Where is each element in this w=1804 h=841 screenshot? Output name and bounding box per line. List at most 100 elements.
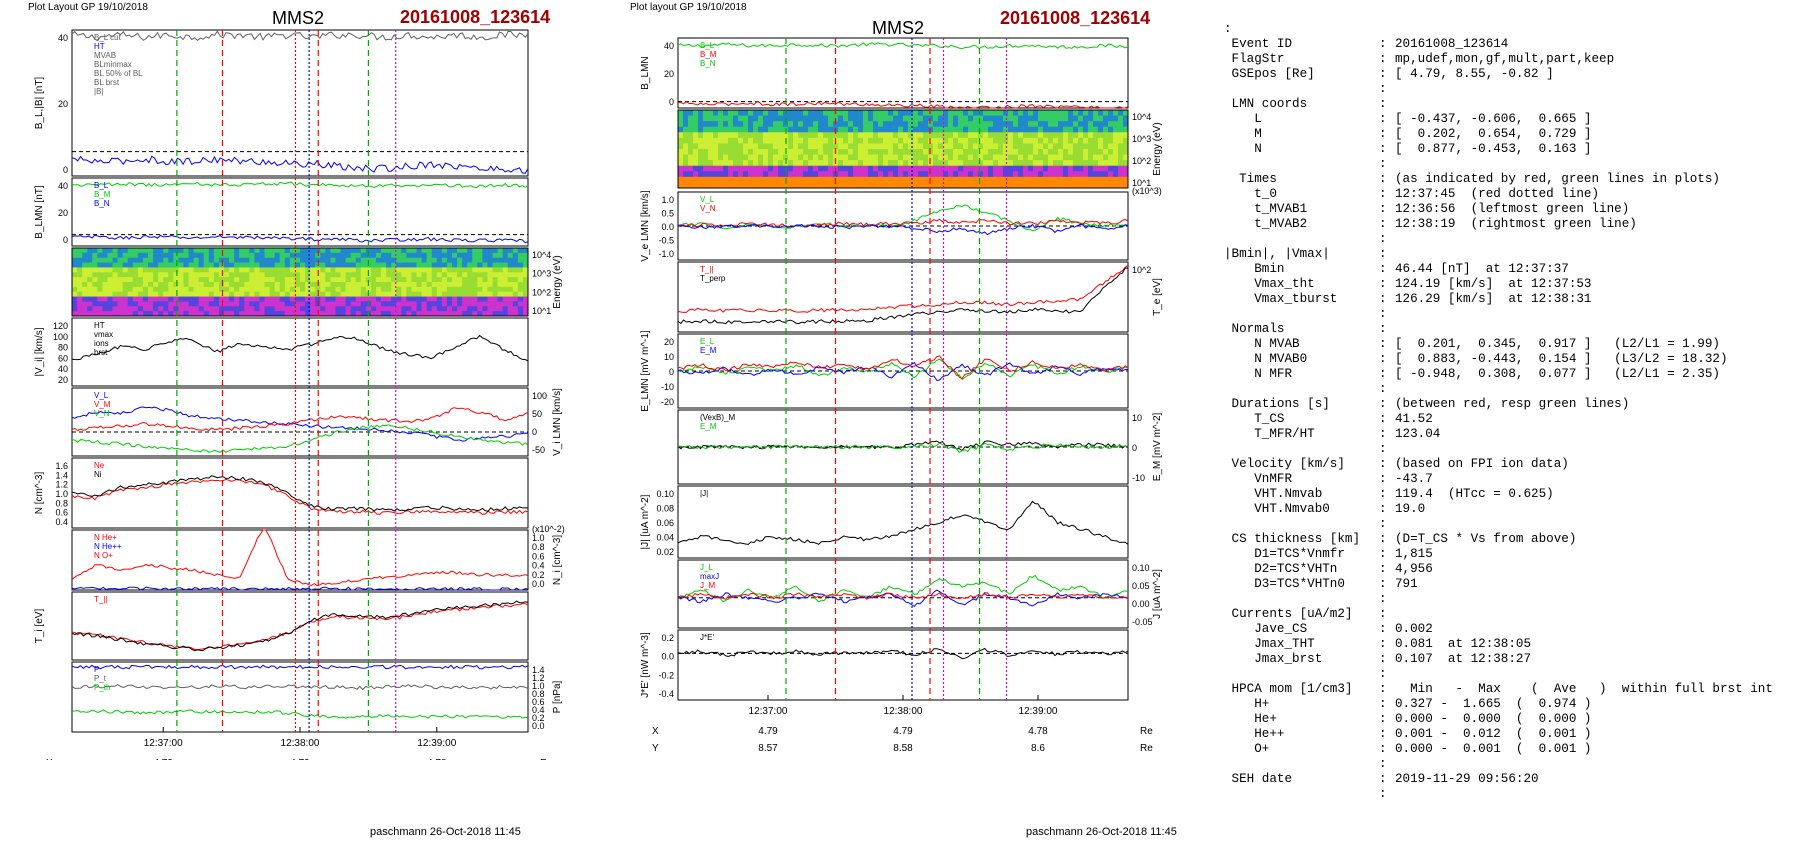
left-spec-cell: [305, 262, 311, 268]
info-colon: :: [1379, 667, 1387, 681]
mid-spec-cell: [983, 176, 989, 183]
left-spec-cell: [355, 252, 362, 259]
mid-spec-cell: [888, 176, 894, 183]
left-ytick-label: 0.0: [532, 721, 545, 731]
left-spec-cell: [497, 311, 504, 317]
mid-spec-cell: [853, 132, 859, 139]
mid-spec-cell: [748, 165, 754, 172]
left-ylabel: |V_i| [km/s]: [34, 327, 45, 376]
left-spec-cell: [386, 257, 392, 263]
left-spec-cell: [284, 257, 291, 263]
left-spec-cell: [203, 252, 210, 259]
left-spec-cell: [203, 282, 210, 288]
left-spec-cell: [462, 301, 468, 307]
left-spec-cell: [522, 262, 529, 268]
mid-spec-cell: [1078, 165, 1084, 172]
left-spec-cell: [127, 296, 134, 302]
mid-spec-cell: [1118, 165, 1124, 172]
left-spec-cell: [82, 252, 88, 259]
left-spec-cell: [300, 257, 306, 263]
mid-spec-cell: [1008, 165, 1014, 172]
mid-spec-cell: [988, 126, 994, 133]
info-value: 0.081 at 12:38:05: [1395, 637, 1532, 651]
mid-spec-cell: [1118, 154, 1124, 161]
left-spec-cell: [492, 262, 498, 268]
left-spec-cell: [421, 252, 428, 259]
mid-spec-cell: [1113, 176, 1119, 183]
mid-spec-cell: [798, 154, 804, 161]
left-spec-cell: [72, 277, 78, 283]
mid-spec-cell: [738, 121, 744, 128]
left-spec-cell: [360, 262, 367, 268]
mid-spec-cell: [818, 126, 824, 133]
mid-spec-cell: [998, 126, 1004, 133]
left-spec-cell: [178, 296, 184, 302]
mid-spec-cell: [903, 110, 909, 116]
left-spec-cell: [411, 296, 417, 302]
mid-spec-cell: [1053, 176, 1059, 183]
mid-spec-cell: [1008, 121, 1014, 128]
left-spec-cell: [153, 262, 159, 268]
mid-spec-cell: [788, 115, 794, 122]
left-panel-9: 1.41.21.00.80.60.40.20.0PP_tP_th P [nPa]: [71, 661, 563, 733]
left-spec-cell: [82, 306, 88, 312]
mid-spec-cell: [813, 121, 819, 128]
left-spec-cell: [183, 311, 189, 317]
info-colon: :: [1379, 487, 1387, 501]
mid-spec-cell: [758, 115, 764, 122]
left-spec-cell: [264, 248, 270, 254]
left-ytick-label: 10^3: [532, 269, 551, 279]
left-spec-cell: [82, 286, 88, 293]
mid-spec-cell: [1103, 182, 1109, 189]
left-spec-cell: [102, 311, 108, 317]
left-series-line: [71, 586, 529, 591]
left-ytick-label: 0.6: [55, 508, 68, 518]
mid-spec-cell: [893, 126, 899, 133]
left-spec-cell: [310, 272, 316, 278]
mid-spec-cell: [1113, 165, 1119, 172]
left-spec-cell: [208, 296, 215, 302]
mid-spec-cell: [683, 126, 689, 133]
left-spec-cell: [107, 282, 113, 288]
mid-spec-cell: [828, 149, 834, 155]
left-spec-cell: [198, 277, 205, 283]
mid-spec-cell: [1033, 110, 1039, 116]
left-spec-cell: [279, 282, 286, 288]
left-spec-cell: [142, 286, 149, 293]
mid-spec-cell: [978, 121, 984, 128]
info-key: He++: [1224, 727, 1285, 741]
left-spec-cell: [305, 311, 311, 317]
mid-spec-cell: [773, 137, 779, 144]
left-spec-cell: [477, 272, 483, 278]
mid-spec-cell: [1018, 165, 1024, 172]
mid-spec-cell: [1043, 176, 1049, 183]
mid-spec-cell: [723, 171, 729, 178]
left-spec-cell: [436, 311, 443, 317]
left-spec-cell: [411, 282, 417, 288]
mid-scale-note: (x10^3): [1132, 186, 1162, 196]
left-spec-cell: [497, 282, 504, 288]
mid-spec-cell: [1043, 154, 1049, 161]
mid-spec-cell: [868, 110, 874, 116]
left-spec-cell: [517, 306, 524, 312]
mid-spec-cell: [978, 137, 984, 144]
left-ylabel: P [nPa]: [552, 680, 563, 713]
left-spec-cell: [148, 282, 154, 288]
mid-spec-cell: [798, 165, 804, 172]
mid-spec-cell: [803, 110, 809, 116]
mid-spec-cell: [713, 110, 719, 116]
mid-spec-cell: [1108, 176, 1114, 183]
mid-spec-cell: [1068, 132, 1074, 139]
left-ytick-label: 40: [58, 33, 68, 43]
mid-spec-cell: [743, 121, 749, 128]
left-spec-cell: [376, 306, 382, 312]
info-colon: :: [1379, 682, 1387, 696]
left-spec-cell: [325, 311, 331, 317]
left-spec-cell: [97, 252, 103, 259]
mid-spec-cell: [883, 160, 889, 167]
info-colon: :: [1379, 442, 1387, 456]
info-colon: :: [1379, 127, 1387, 141]
mid-spec-cell: [888, 121, 894, 128]
